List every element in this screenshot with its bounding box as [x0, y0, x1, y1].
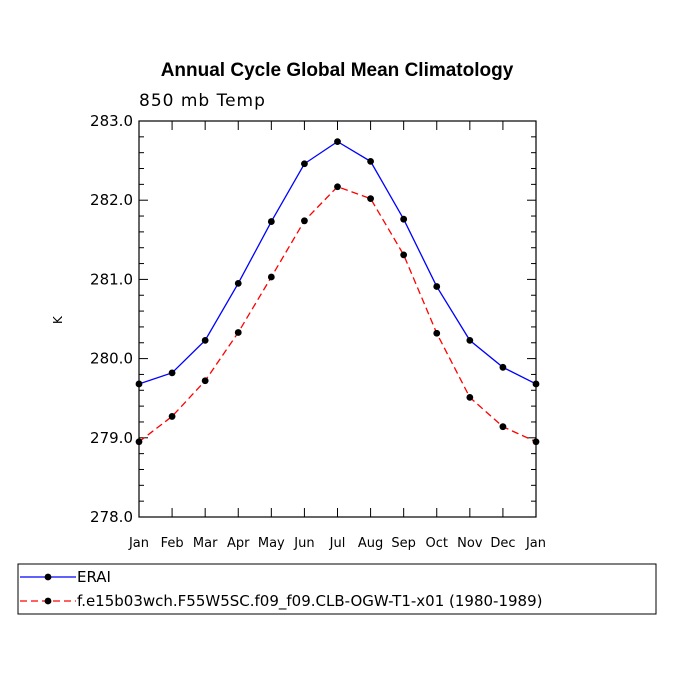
- data-point: [532, 380, 540, 388]
- data-point: [334, 183, 341, 191]
- x-tick-label: Aug: [358, 536, 383, 551]
- data-point: [135, 380, 143, 388]
- data-point: [201, 336, 209, 344]
- legend-box: [17, 563, 657, 615]
- data-point: [267, 273, 275, 281]
- x-tick-label: Nov: [457, 536, 483, 551]
- legend: ERAI f.e15b03wch.F55W5SC.f09_f09.CLB-OGW-…: [17, 563, 657, 615]
- data-point: [168, 369, 176, 377]
- data-point: [400, 251, 408, 259]
- data-point: [499, 363, 507, 371]
- plot-frame: [138, 120, 537, 518]
- x-tick-label: Feb: [161, 536, 184, 551]
- data-point: [135, 438, 143, 446]
- series-1: [135, 183, 540, 446]
- x-tick-label: Sep: [391, 536, 416, 551]
- x-tick-label: Apr: [227, 536, 250, 551]
- data-point: [367, 157, 374, 165]
- plot-axes: 278.0 279.0 280.0 281.0 282.0 283.0 Jan Feb Mar A…: [90, 112, 546, 551]
- x-tick-label: Dec: [490, 536, 515, 551]
- data-point: [168, 413, 176, 420]
- legend-label: f.e15b03wch.F55W5SC.f09_f09.CLB-OGW-T1-x…: [77, 592, 542, 611]
- data-point: [367, 195, 374, 203]
- x-tick-label: Oct: [426, 536, 448, 551]
- series-line: [138, 140, 537, 385]
- legend-label: ERAI: [77, 568, 111, 586]
- data-point: [234, 329, 242, 336]
- data-point: [433, 329, 441, 337]
- series-0: [135, 138, 540, 388]
- data-point: [400, 215, 408, 223]
- x-tick-label: May: [258, 536, 285, 551]
- data-point: [433, 283, 441, 290]
- y-tick-label: 280.0: [90, 350, 133, 368]
- data-point: [301, 217, 308, 225]
- y-tick-label: 281.0: [90, 270, 133, 288]
- x-tick-label: Jan: [525, 536, 546, 551]
- y-tick-label: 279.0: [90, 429, 133, 447]
- chart-title: Annual Cycle Global Mean Climatology: [161, 60, 514, 81]
- x-tick-label: Mar: [193, 536, 218, 551]
- data-point: [301, 160, 308, 168]
- data-point: [334, 138, 341, 145]
- y-tick-label: 283.0: [90, 112, 133, 130]
- data-point: [466, 336, 474, 344]
- legend-marker: [44, 573, 52, 581]
- x-tick-label: Jul: [329, 536, 346, 551]
- data-point: [267, 218, 275, 225]
- data-point: [532, 438, 540, 446]
- data-point: [466, 394, 474, 401]
- series-layer: [135, 138, 540, 446]
- y-axis-label: K: [51, 315, 65, 324]
- chart-subtitle: 850 mb Temp: [139, 91, 266, 111]
- x-tick-label: Jun: [293, 536, 314, 551]
- x-tick-label: Jan: [128, 536, 149, 551]
- data-point: [499, 423, 507, 431]
- y-tick-label: 278.0: [90, 508, 133, 526]
- data-point: [201, 377, 209, 385]
- data-point: [234, 279, 242, 287]
- y-tick-label: 282.0: [90, 191, 133, 209]
- series-line: [138, 185, 537, 443]
- legend-marker: [44, 597, 52, 605]
